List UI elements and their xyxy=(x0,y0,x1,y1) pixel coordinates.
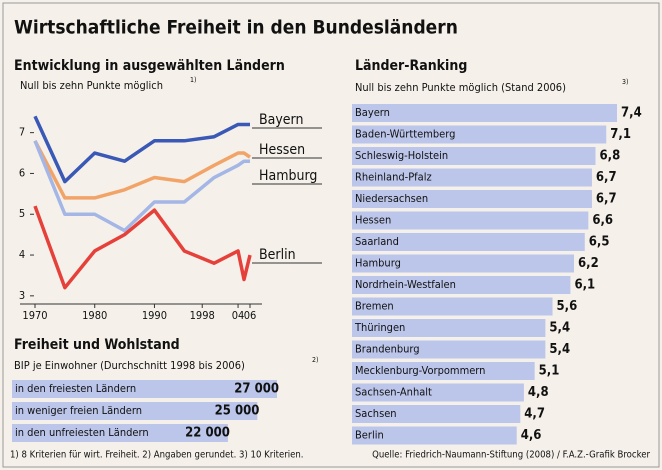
category-label: Saarland xyxy=(355,235,399,248)
bar xyxy=(352,233,585,251)
category-label: Schleswig-Holstein xyxy=(355,149,448,162)
value-label: 5,4 xyxy=(549,321,570,336)
subtitle-note: 3) xyxy=(622,78,628,86)
bar xyxy=(352,297,553,316)
source: Quelle: Friedrich-Naumann-Stiftung (2008… xyxy=(372,450,650,461)
value-label: 6,7 xyxy=(596,170,617,185)
value-label: 7,4 xyxy=(621,106,642,121)
main-title: Wirtschaftliche Freiheit in den Bundeslä… xyxy=(14,17,458,39)
chart-subtitle: Null bis zehn Punkte möglich xyxy=(20,79,163,92)
line-series xyxy=(33,205,252,290)
line-series xyxy=(33,140,250,233)
bar xyxy=(352,383,524,402)
value-label: 6,2 xyxy=(578,256,599,271)
category-label: Thüringen xyxy=(354,321,405,334)
value-label: 27 000 xyxy=(234,382,279,397)
series-label: Hamburg xyxy=(259,168,317,184)
category-label: Baden-Württemberg xyxy=(355,128,455,141)
bar xyxy=(12,424,228,442)
x-tick-label: 1990 xyxy=(142,309,167,322)
y-tick-label: 4 xyxy=(19,248,25,261)
bar xyxy=(12,402,258,420)
bar xyxy=(352,319,546,337)
category-label: Rheinland-Pfalz xyxy=(355,171,432,184)
bar xyxy=(352,211,589,230)
category-label: Berlin xyxy=(355,429,384,442)
value-label: 6,5 xyxy=(589,235,610,250)
line-series xyxy=(33,115,250,184)
category-label: Bremen xyxy=(355,300,394,313)
category-label: in den unfreiesten Ländern xyxy=(15,426,149,439)
bar xyxy=(352,168,592,187)
value-label: 4,8 xyxy=(528,385,549,400)
category-label: Hessen xyxy=(355,214,391,227)
category-label: Sachsen-Anhalt xyxy=(355,386,432,399)
category-label: Hamburg xyxy=(355,257,401,270)
category-label: Niedersachsen xyxy=(355,192,428,205)
chart-subtitle: Null bis zehn Punkte möglich (Stand 2006… xyxy=(355,81,566,94)
value-label: 25 000 xyxy=(215,404,260,419)
value-label: 5,6 xyxy=(557,299,578,314)
x-tick-label: 1970 xyxy=(22,309,47,322)
series-label: Bayern xyxy=(259,112,303,128)
chart-title: Freiheit und Wohlstand xyxy=(14,337,180,353)
value-label: 6,1 xyxy=(574,278,595,293)
subtitle-note: 2) xyxy=(312,356,318,364)
x-tick-label: 1980 xyxy=(82,309,107,322)
chart-subtitle: BIP je Einwohner (Durchschnitt 1998 bis … xyxy=(14,359,245,372)
value-label: 6,6 xyxy=(592,213,613,228)
value-label: 7,1 xyxy=(610,127,631,142)
bar xyxy=(352,125,607,144)
y-tick-label: 6 xyxy=(19,166,25,179)
bar xyxy=(352,190,592,208)
x-tick-label: 04 xyxy=(232,309,245,322)
subtitle-note: 1) xyxy=(190,76,196,84)
value-label: 5,4 xyxy=(549,342,570,357)
bar xyxy=(352,104,617,122)
value-label: 22 000 xyxy=(185,426,230,441)
bar xyxy=(352,362,535,380)
series-label: Hessen xyxy=(259,142,305,158)
footnote: 1) 8 Kriterien für wirt. Freiheit. 2) An… xyxy=(10,450,304,461)
bar xyxy=(352,405,521,423)
category-label: Nordrhein-Westfalen xyxy=(355,278,456,291)
series-label: Berlin xyxy=(259,247,296,263)
bar xyxy=(352,147,596,165)
bar xyxy=(352,276,571,294)
chart-title: Entwicklung in ausgewählten Ländern xyxy=(14,58,285,74)
chart-title: Länder-Ranking xyxy=(355,58,467,74)
value-label: 6,8 xyxy=(600,149,621,164)
y-tick-label: 7 xyxy=(19,126,25,139)
x-tick-label: 06 xyxy=(244,309,257,322)
value-label: 6,7 xyxy=(596,192,617,207)
value-label: 4,7 xyxy=(524,407,545,422)
value-label: 4,6 xyxy=(521,428,542,443)
x-tick-label: 1998 xyxy=(190,309,215,322)
category-label: Mecklenburg-Vorpommern xyxy=(355,364,485,377)
y-tick-label: 3 xyxy=(19,289,25,302)
category-label: Brandenburg xyxy=(355,343,420,356)
category-label: in weniger freien Ländern xyxy=(15,404,142,417)
category-label: Bayern xyxy=(355,106,390,119)
bar xyxy=(12,380,277,398)
y-tick-label: 5 xyxy=(19,207,25,220)
category-label: Sachsen xyxy=(355,407,397,420)
value-label: 5,1 xyxy=(539,364,560,379)
bar xyxy=(352,340,546,359)
category-label: in den freiesten Ländern xyxy=(15,382,136,395)
bar xyxy=(352,426,517,445)
bar xyxy=(352,254,575,273)
line-series xyxy=(33,139,251,200)
